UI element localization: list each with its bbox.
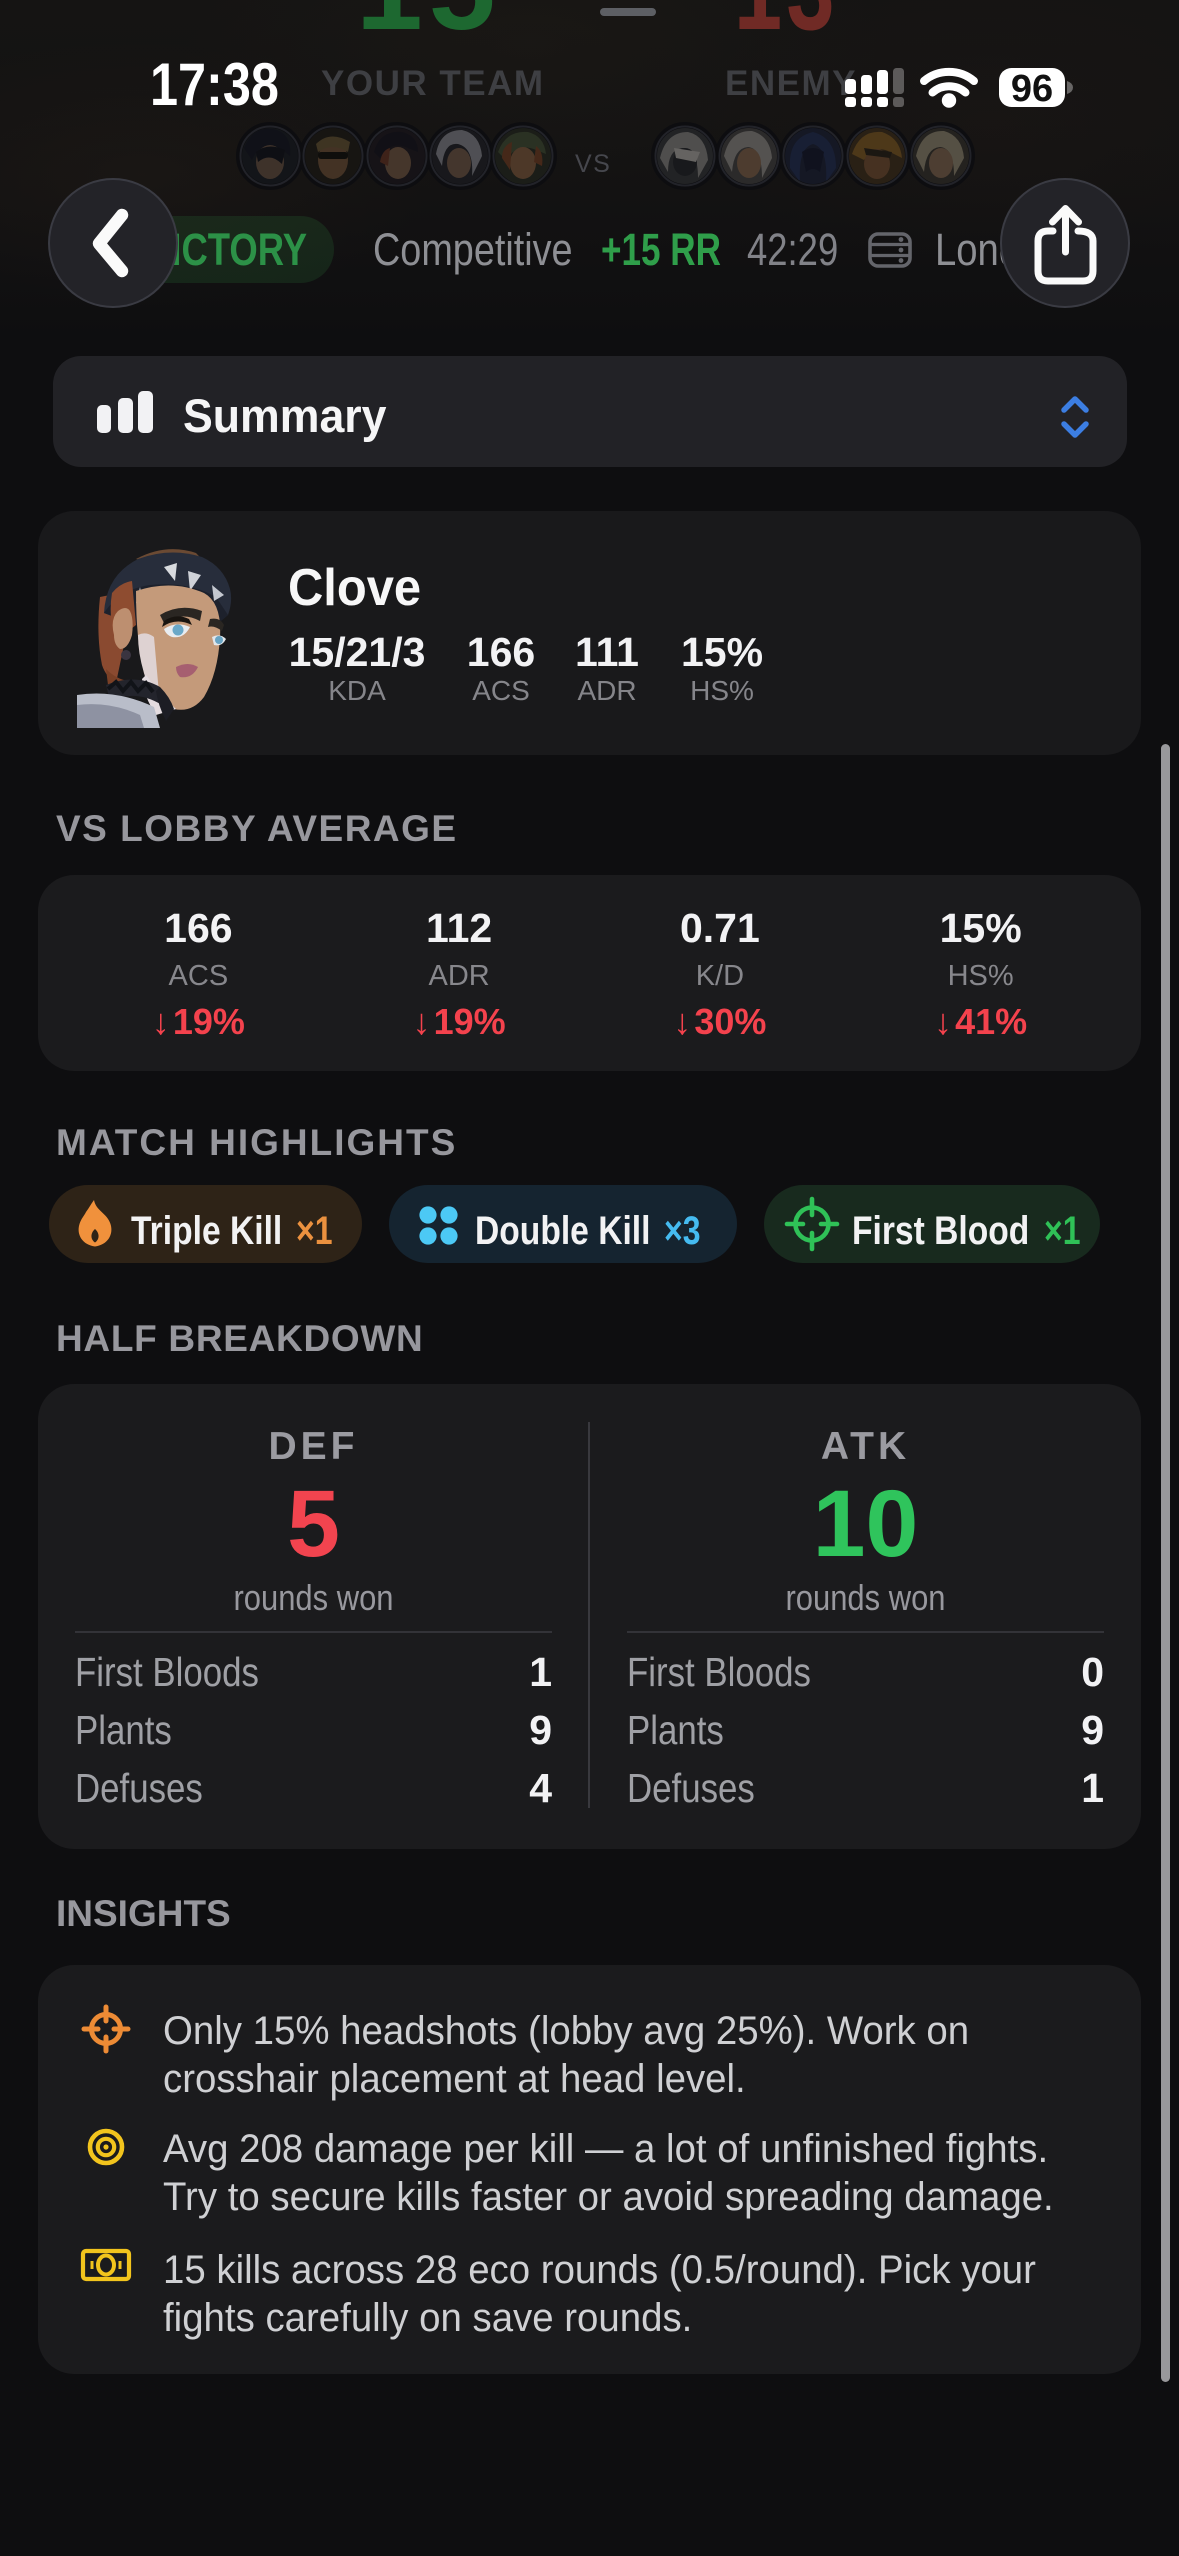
svg-text:96: 96 — [1011, 68, 1053, 110]
